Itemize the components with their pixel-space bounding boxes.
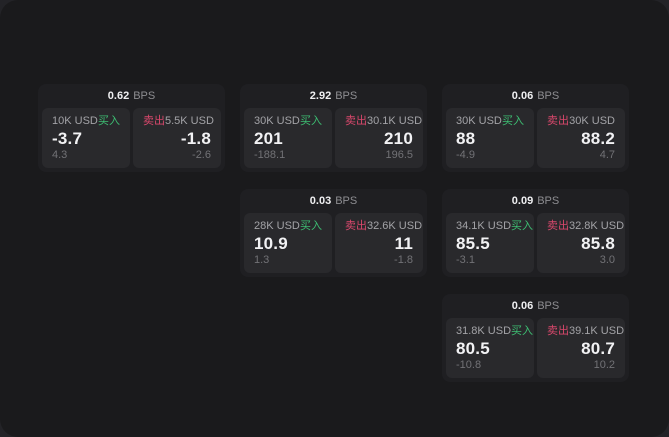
buy-sub-value: -188.1 xyxy=(254,149,286,161)
buy-sub-value: 1.3 xyxy=(254,254,270,266)
sell-side-label: 卖出 xyxy=(143,115,165,127)
buy-side-label: 买入 xyxy=(300,220,322,232)
sell-notional: 5.5K USD xyxy=(165,115,214,127)
sell-notional: 32.6K USD xyxy=(367,220,423,232)
quote-card[interactable]: 0.06 BPS 31.8K USD 买入 80.5 -10.8 卖出 39.1… xyxy=(442,294,629,382)
buy-price: 80.5 xyxy=(456,339,490,358)
sell-price: -1.8 xyxy=(180,129,211,148)
card-body: 30K USD 买入 201 -188.1 卖出 30.1K USD 210 1… xyxy=(240,108,427,172)
sell-sub-value: -1.8 xyxy=(394,254,413,266)
sell-side-label: 卖出 xyxy=(547,115,569,127)
buy-side-label: 买入 xyxy=(511,220,534,232)
bps-unit-label: BPS xyxy=(537,194,560,207)
buy-sub-value: 4.3 xyxy=(52,149,68,161)
buy-price: -3.7 xyxy=(52,129,83,148)
sell-side-label: 卖出 xyxy=(547,325,569,337)
bps-unit-label: BPS xyxy=(335,89,358,102)
buy-panel[interactable]: 34.1K USD 买入 85.5 -3.1 xyxy=(446,213,534,273)
buy-notional: 34.1K USD xyxy=(456,220,512,232)
buy-price: 88 xyxy=(456,129,476,148)
bps-unit-label: BPS xyxy=(537,299,560,312)
buy-price: 201 xyxy=(254,129,283,148)
sell-sub-value: 10.2 xyxy=(593,359,615,371)
buy-price: 85.5 xyxy=(456,234,490,253)
sell-sub-value: 3.0 xyxy=(599,254,615,266)
buy-sub-value: -4.9 xyxy=(456,149,475,161)
buy-notional: 28K USD xyxy=(254,220,300,232)
card-header: 0.06 BPS xyxy=(442,294,629,318)
sell-panel[interactable]: 卖出 5.5K USD -1.8 -2.6 xyxy=(133,108,221,168)
card-header: 0.06 BPS xyxy=(442,84,629,108)
buy-notional: 10K USD xyxy=(52,115,98,127)
buy-notional: 31.8K USD xyxy=(456,325,512,337)
sell-panel[interactable]: 卖出 39.1K USD 80.7 10.2 xyxy=(537,318,625,378)
bps-value: 0.62 xyxy=(107,89,130,102)
buy-panel[interactable]: 10K USD 买入 -3.7 4.3 xyxy=(42,108,130,168)
quote-cards-grid: 0.62 BPS 10K USD 买入 -3.7 4.3 卖出 5.5K USD xyxy=(38,84,629,382)
sell-notional: 39.1K USD xyxy=(569,325,625,337)
quote-card[interactable]: 0.62 BPS 10K USD 买入 -3.7 4.3 卖出 5.5K USD xyxy=(38,84,225,172)
buy-price: 10.9 xyxy=(254,234,288,253)
quote-card[interactable]: 0.09 BPS 34.1K USD 买入 85.5 -3.1 卖出 32.8K… xyxy=(442,189,629,277)
sell-panel[interactable]: 卖出 32.6K USD 11 -1.8 xyxy=(335,213,423,273)
quote-card[interactable]: 0.06 BPS 30K USD 买入 88 -4.9 卖出 30K USD xyxy=(442,84,629,172)
quote-card[interactable]: 0.03 BPS 28K USD 买入 10.9 1.3 卖出 32.6K US… xyxy=(240,189,427,277)
buy-panel[interactable]: 28K USD 买入 10.9 1.3 xyxy=(244,213,332,273)
buy-sub-value: -3.1 xyxy=(456,254,475,266)
card-body: 34.1K USD 买入 85.5 -3.1 卖出 32.8K USD 85.8… xyxy=(442,213,629,277)
sell-sub-value: 4.7 xyxy=(599,149,615,161)
bps-value: 0.03 xyxy=(309,194,332,207)
bps-value: 0.06 xyxy=(511,299,534,312)
card-body: 28K USD 买入 10.9 1.3 卖出 32.6K USD 11 -1.8 xyxy=(240,213,427,277)
bps-value: 0.06 xyxy=(511,89,534,102)
buy-panel[interactable]: 30K USD 买入 88 -4.9 xyxy=(446,108,534,168)
card-header: 0.03 BPS xyxy=(240,189,427,213)
sell-side-label: 卖出 xyxy=(547,220,569,232)
bps-unit-label: BPS xyxy=(133,89,156,102)
sell-notional: 30K USD xyxy=(569,115,615,127)
bps-unit-label: BPS xyxy=(537,89,560,102)
buy-panel[interactable]: 30K USD 买入 201 -188.1 xyxy=(244,108,332,168)
sell-price: 11 xyxy=(394,234,413,253)
buy-side-label: 买入 xyxy=(511,325,534,337)
sell-side-label: 卖出 xyxy=(345,220,367,232)
card-header: 0.62 BPS xyxy=(38,84,225,108)
sell-notional: 30.1K USD xyxy=(367,115,423,127)
quote-card[interactable]: 2.92 BPS 30K USD 买入 201 -188.1 卖出 30.1K … xyxy=(240,84,427,172)
sell-panel[interactable]: 卖出 32.8K USD 85.8 3.0 xyxy=(537,213,625,273)
sell-sub-value: 196.5 xyxy=(385,149,413,161)
sell-price: 88.2 xyxy=(581,129,615,148)
sell-price: 80.7 xyxy=(581,339,615,358)
sell-sub-value: -2.6 xyxy=(192,149,211,161)
sell-panel[interactable]: 卖出 30.1K USD 210 196.5 xyxy=(335,108,423,168)
sell-panel[interactable]: 卖出 30K USD 88.2 4.7 xyxy=(537,108,625,168)
bps-value: 0.09 xyxy=(511,194,534,207)
buy-side-label: 买入 xyxy=(502,115,524,127)
card-body: 10K USD 买入 -3.7 4.3 卖出 5.5K USD -1.8 -2.… xyxy=(38,108,225,172)
bps-value: 2.92 xyxy=(309,89,332,102)
bps-unit-label: BPS xyxy=(335,194,358,207)
card-header: 0.09 BPS xyxy=(442,189,629,213)
buy-notional: 30K USD xyxy=(254,115,300,127)
sell-price: 210 xyxy=(384,129,413,148)
card-body: 30K USD 买入 88 -4.9 卖出 30K USD 88.2 4.7 xyxy=(442,108,629,172)
buy-side-label: 买入 xyxy=(98,115,120,127)
buy-sub-value: -10.8 xyxy=(456,359,482,371)
sell-side-label: 卖出 xyxy=(345,115,367,127)
card-header: 2.92 BPS xyxy=(240,84,427,108)
card-body: 31.8K USD 买入 80.5 -10.8 卖出 39.1K USD 80.… xyxy=(442,318,629,382)
buy-panel[interactable]: 31.8K USD 买入 80.5 -10.8 xyxy=(446,318,534,378)
buy-notional: 30K USD xyxy=(456,115,502,127)
buy-side-label: 买入 xyxy=(300,115,322,127)
sell-notional: 32.8K USD xyxy=(569,220,625,232)
sell-price: 85.8 xyxy=(581,234,615,253)
